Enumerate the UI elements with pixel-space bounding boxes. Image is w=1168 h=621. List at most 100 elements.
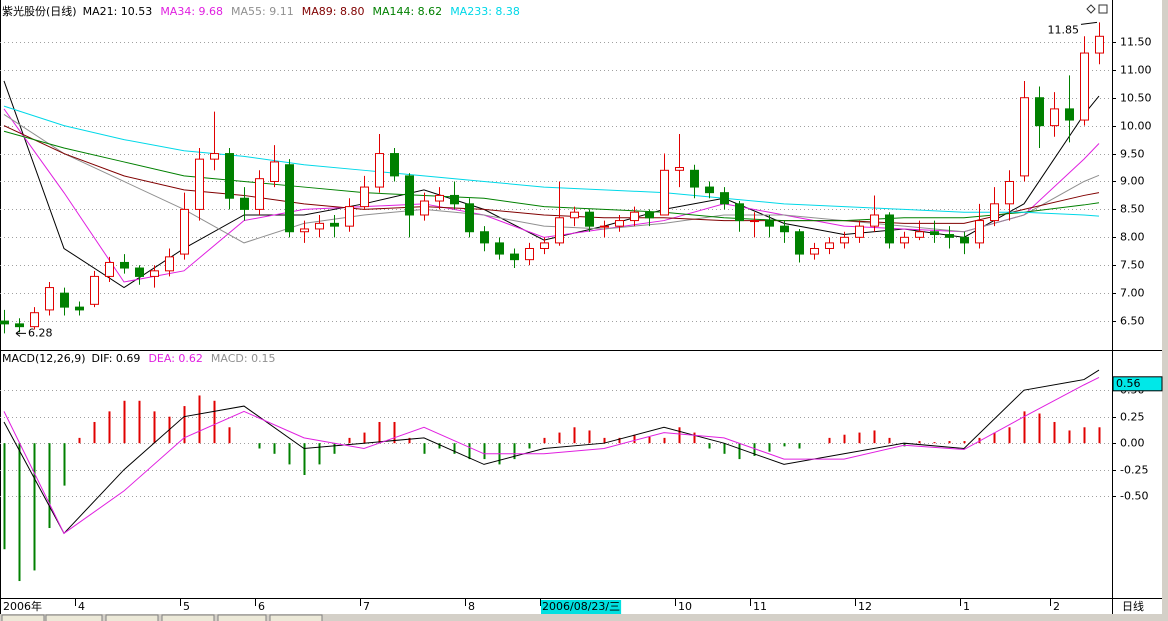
macd-bar [888, 437, 891, 444]
x-tick-label: 5 [183, 600, 190, 613]
tab[interactable] [1, 614, 45, 621]
candle-body [405, 175, 414, 216]
macd-bar [1023, 411, 1026, 444]
tab[interactable] [217, 614, 267, 621]
macd-bar [318, 443, 321, 465]
y-tick-label: 8.00 [1120, 231, 1145, 244]
candle-body [930, 231, 939, 236]
tab[interactable] [45, 614, 103, 621]
candle-body [1035, 97, 1044, 127]
macd-bar [213, 400, 216, 444]
macd-bar [768, 443, 771, 452]
macd-bar [1038, 413, 1041, 444]
candle-body [825, 242, 834, 249]
scrollbar [1162, 0, 1168, 614]
legend-entry: MACD: 0.15 [211, 352, 276, 365]
tab[interactable] [269, 614, 323, 621]
legend-entry: MA89: 8.80 [302, 5, 365, 18]
candle-body [90, 275, 99, 305]
macd-bar [33, 443, 36, 571]
candle-body [255, 178, 264, 210]
candle-body [240, 197, 249, 210]
macd-bar [783, 443, 786, 447]
macd-bar [738, 443, 741, 460]
macd-bar [708, 443, 711, 449]
candle-body [525, 247, 534, 261]
candle-body [720, 192, 729, 205]
macd-bar [678, 427, 681, 444]
candle-body [1080, 52, 1089, 121]
candle-body [210, 153, 219, 160]
y-tick-label: 6.50 [1120, 315, 1145, 328]
candle-body [945, 234, 954, 238]
candle-body [1065, 108, 1074, 121]
macd-bar [858, 432, 861, 444]
macd-bar [273, 443, 276, 454]
candle-body [120, 261, 129, 269]
line-series [3, 376, 1100, 535]
macd-bar [993, 432, 996, 444]
candle-body [60, 292, 69, 308]
macd-bar [228, 427, 231, 444]
candle-body [165, 256, 174, 272]
macd-bar [3, 443, 6, 550]
macd-bar [438, 443, 441, 449]
low-label: 6.28 [28, 326, 53, 339]
macd-bar [723, 443, 726, 454]
macd-bar [258, 443, 261, 449]
y-tick-label: 7.00 [1120, 287, 1145, 300]
candle-body [330, 222, 339, 227]
candle-body [975, 220, 984, 244]
macd-bar [18, 443, 21, 582]
cursor-value-label: 0.56 [1116, 377, 1141, 390]
candle-body [675, 167, 684, 171]
tab[interactable] [161, 614, 215, 621]
cursor-date: 2006/08/23/三 [542, 600, 620, 613]
candle-body [690, 169, 699, 188]
macd-bar [753, 443, 756, 456]
macd-bar [543, 437, 546, 444]
y-tick-label: -0.25 [1120, 464, 1148, 477]
macd-bar [648, 436, 651, 444]
candle-body [150, 270, 159, 277]
macd-bar [153, 411, 156, 444]
annotation-arrow [1080, 21, 1098, 25]
arrow-head [15, 329, 21, 337]
macd-bar [333, 443, 336, 454]
candle-body [285, 164, 294, 233]
macd-bar [1053, 421, 1056, 444]
macd-bar [573, 427, 576, 444]
x-tick-label: 8 [468, 600, 475, 613]
candle-body [45, 287, 54, 311]
icon-diamond[interactable] [1086, 4, 1096, 14]
macd-bar [1068, 430, 1071, 444]
macd-bar [513, 443, 516, 460]
candle-body [195, 158, 204, 210]
legend-entry: MA34: 9.68 [160, 5, 223, 18]
candle-body [600, 225, 609, 228]
macd-bar [918, 441, 921, 444]
macd-bar [468, 443, 471, 460]
macd-bar [963, 441, 966, 444]
candle-body [75, 306, 84, 311]
candle-body [135, 267, 144, 277]
macd-bar [1083, 427, 1086, 444]
candle-body [990, 203, 999, 222]
macd-bar [483, 443, 486, 460]
y-tick-label: 0.00 [1120, 437, 1145, 450]
macd-bar [48, 443, 51, 529]
y-tick-label: 10.50 [1120, 92, 1152, 105]
icon-square[interactable] [1098, 4, 1108, 14]
macd-bar [558, 432, 561, 444]
candle-body [750, 220, 759, 223]
macd-bar [93, 421, 96, 444]
candle-body [915, 231, 924, 238]
candle-body [840, 236, 849, 244]
macd-bar [393, 421, 396, 444]
macd-bar [348, 437, 351, 444]
macd-bar [618, 437, 621, 444]
tab[interactable] [105, 614, 159, 621]
cursor-value-box [1112, 376, 1163, 392]
